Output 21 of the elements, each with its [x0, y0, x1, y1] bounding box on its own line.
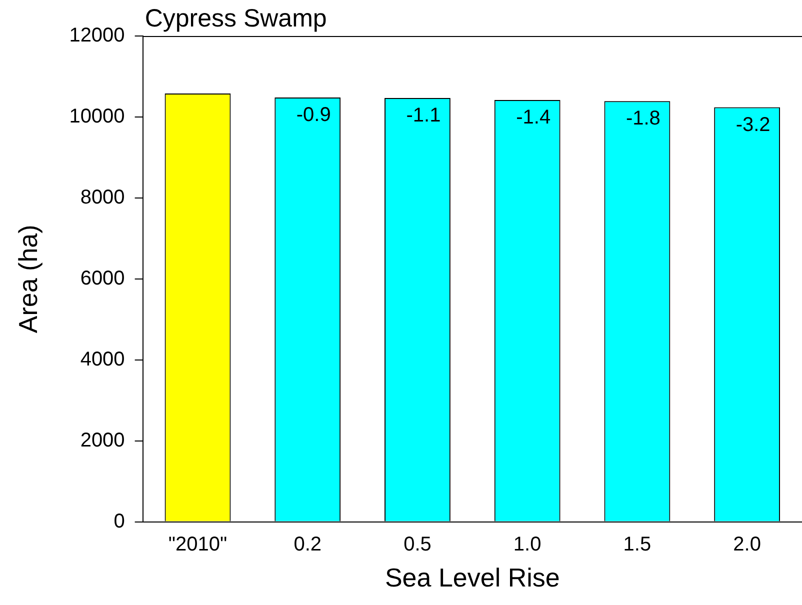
y-tick-label: 12000: [69, 24, 125, 47]
annotation: -1.1: [406, 104, 441, 126]
x-tick-label: "2010": [168, 533, 228, 556]
annotation: -3.2: [736, 114, 770, 136]
x-tick-label: 1.5: [623, 533, 652, 556]
y-axis-title: Area (ha): [12, 224, 43, 334]
y-tick-label: 4000: [80, 348, 125, 370]
x-tick-label: 0.2: [294, 533, 322, 556]
y-tick-label: 6000: [80, 267, 125, 290]
annotation: -0.9: [296, 104, 331, 126]
chart-title: Cypress Swamp: [144, 4, 327, 32]
y-tick-label: 2000: [80, 429, 125, 452]
x-tick-label: 2.0: [733, 533, 761, 556]
y-tick-label: 8000: [80, 186, 125, 208]
annotation: -1.4: [516, 106, 551, 128]
x-tick-label: 0.5: [404, 533, 432, 556]
annotation: -1.8: [626, 108, 660, 130]
y-tick-label: 10000: [69, 105, 125, 128]
x-axis-title: Sea Level Rise: [384, 562, 560, 593]
y-tick-label: 0: [114, 510, 125, 532]
x-tick-label: 1.0: [513, 533, 542, 556]
